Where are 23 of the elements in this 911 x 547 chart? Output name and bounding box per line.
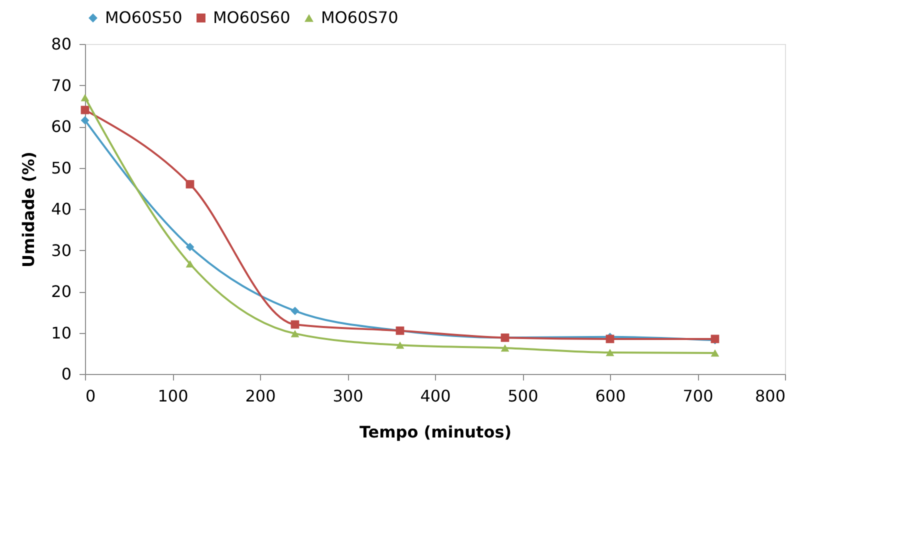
x-tick-label: 100 <box>158 386 188 406</box>
y-tick-label: 60 <box>51 117 72 136</box>
y-tick-label: 80 <box>51 34 72 54</box>
y-tick-label: 30 <box>51 240 72 260</box>
y-tick-label: 0 <box>61 364 72 384</box>
x-tick-label: 0 <box>86 386 96 406</box>
legend-label: MO60S50 <box>105 8 182 27</box>
x-tick-label: 300 <box>332 386 364 406</box>
legend-label: MO60S60 <box>213 8 290 27</box>
y-tick-label: 70 <box>51 76 72 95</box>
y-tick-label: 50 <box>51 158 72 178</box>
x-axis-title: Tempo (minutos) <box>359 422 512 442</box>
y-tick-label: 20 <box>51 282 72 301</box>
x-tick-label: 800 <box>754 386 786 406</box>
x-tick-label: 700 <box>682 386 714 406</box>
x-tick-label: 600 <box>595 386 626 406</box>
y-axis-title: Umidade (%) <box>19 152 38 268</box>
x-tick-label: 200 <box>245 386 276 406</box>
y-tick-label: 40 <box>51 200 72 218</box>
x-tick-label: 500 <box>508 386 538 406</box>
y-tick-label: 10 <box>51 323 72 342</box>
x-tick-label: 400 <box>420 386 451 406</box>
legend-label: MO60S70 <box>321 8 398 27</box>
